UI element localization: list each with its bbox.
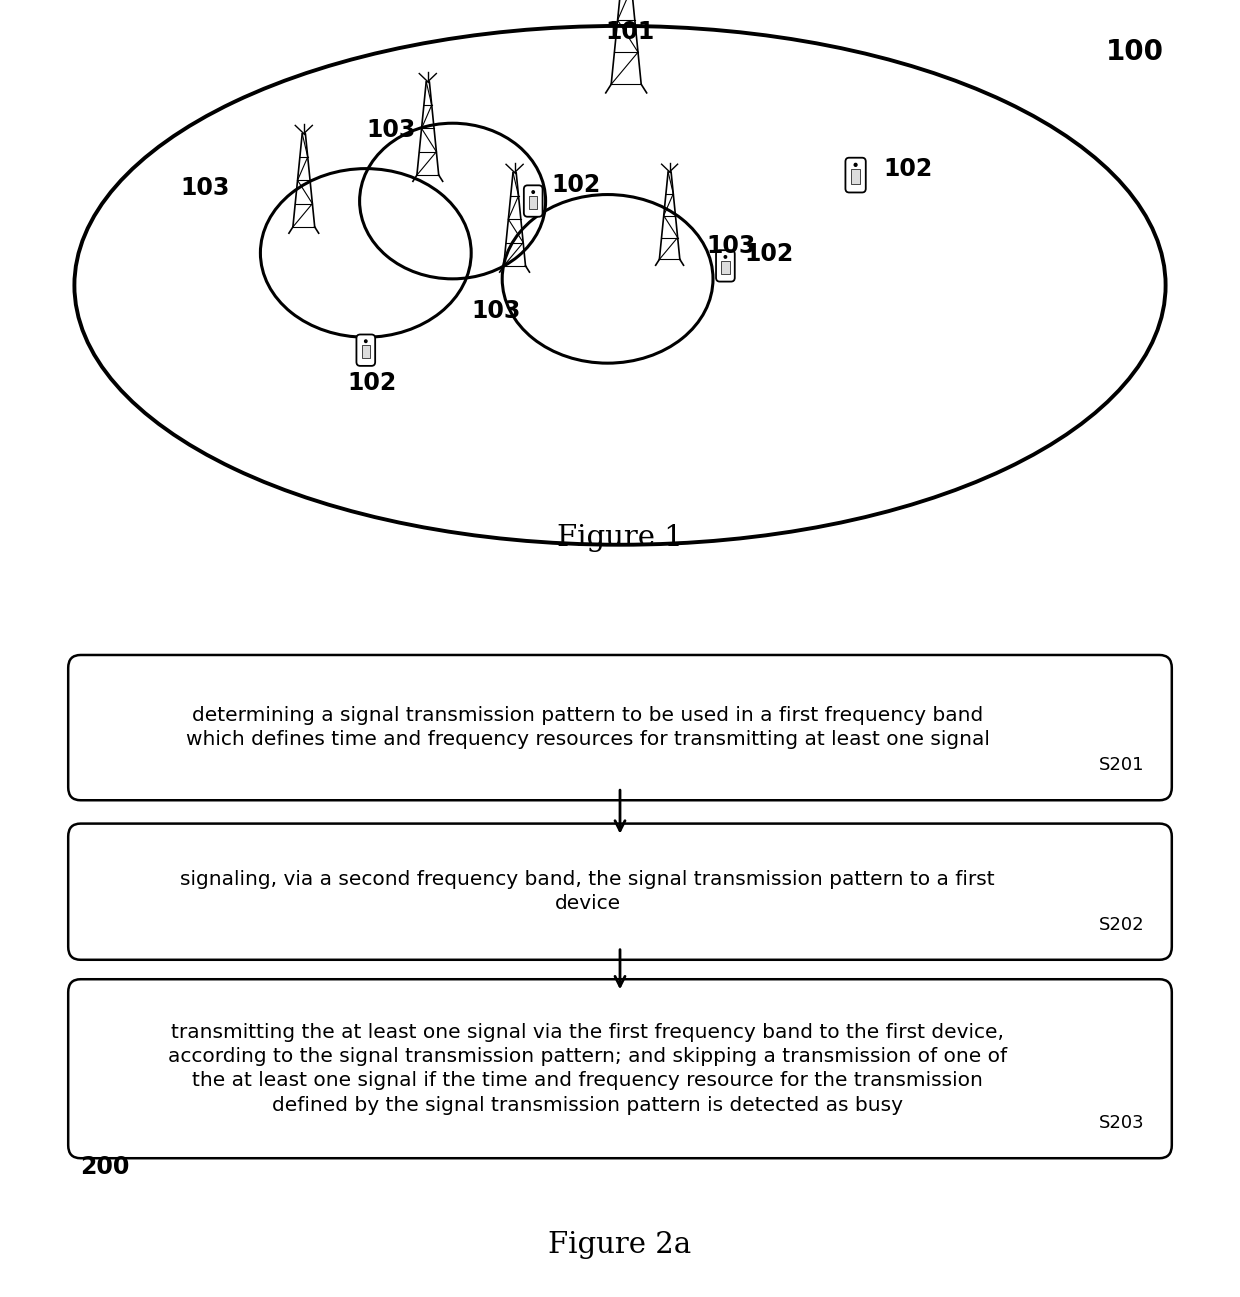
Text: Figure 2a: Figure 2a (548, 1231, 692, 1259)
Text: 103: 103 (707, 235, 756, 258)
Text: 200: 200 (81, 1156, 130, 1179)
Text: 102: 102 (883, 157, 932, 180)
Bar (362, 345, 370, 358)
Bar (529, 196, 537, 209)
Text: Figure 1: Figure 1 (557, 524, 683, 553)
FancyBboxPatch shape (523, 185, 543, 217)
Circle shape (724, 256, 727, 258)
Text: 102: 102 (347, 371, 397, 394)
FancyBboxPatch shape (846, 158, 866, 192)
Circle shape (854, 163, 857, 166)
Circle shape (532, 191, 534, 193)
Text: 102: 102 (744, 243, 794, 266)
Text: 101: 101 (605, 21, 655, 44)
FancyBboxPatch shape (715, 250, 735, 281)
Text: S203: S203 (1099, 1114, 1145, 1132)
Text: 103: 103 (180, 176, 229, 200)
Text: S202: S202 (1099, 916, 1145, 934)
FancyBboxPatch shape (68, 655, 1172, 800)
Text: determining a signal transmission pattern to be used in a first frequency band
w: determining a signal transmission patter… (186, 706, 990, 750)
Text: transmitting the at least one signal via the first frequency band to the first d: transmitting the at least one signal via… (169, 1023, 1007, 1114)
FancyBboxPatch shape (68, 979, 1172, 1158)
Text: 103: 103 (471, 300, 521, 323)
Bar (851, 169, 861, 184)
Circle shape (365, 340, 367, 342)
Text: signaling, via a second frequency band, the signal transmission pattern to a fir: signaling, via a second frequency band, … (180, 870, 994, 913)
FancyBboxPatch shape (356, 335, 376, 366)
Text: S201: S201 (1099, 756, 1145, 774)
Bar (722, 261, 729, 274)
Text: 100: 100 (1106, 38, 1163, 66)
FancyBboxPatch shape (68, 824, 1172, 960)
Text: 103: 103 (366, 118, 415, 141)
Text: 102: 102 (552, 174, 601, 197)
